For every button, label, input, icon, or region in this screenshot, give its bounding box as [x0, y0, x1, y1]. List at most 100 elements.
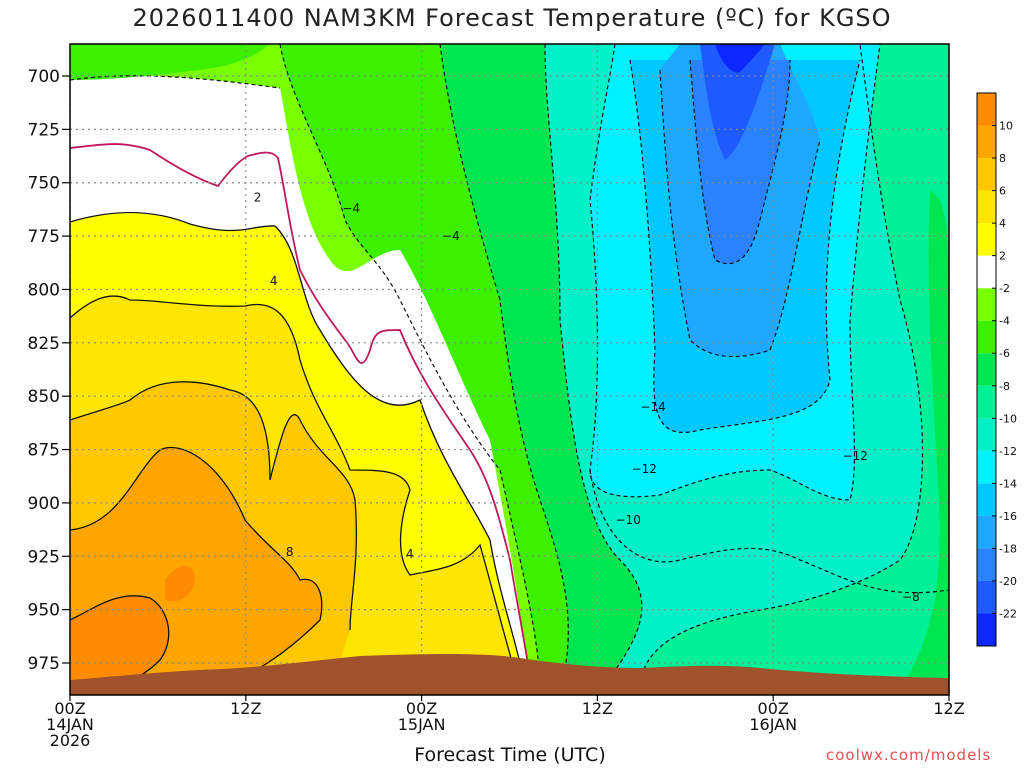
colorbar-label: -10 [999, 412, 1017, 425]
band-10 [70, 595, 169, 690]
y-tick-label: 700 [28, 67, 60, 87]
temperature-fill-layer [70, 44, 949, 695]
colorbar-swatch [977, 483, 996, 516]
x-tick-label: 15JAN [398, 715, 446, 734]
x-tick-label: 12Z [933, 699, 964, 718]
contour-minus-8 [639, 44, 924, 691]
y-tick-label: 850 [28, 387, 60, 407]
contour-minus-2b [279, 44, 541, 691]
colorbar-label: -4 [999, 315, 1010, 328]
contour-lines [70, 44, 949, 691]
contour-label: −10 [616, 513, 641, 527]
colorbar-label: 8 [999, 152, 1006, 165]
colorbar-swatch [977, 418, 996, 451]
x-tick-label: 2026 [50, 731, 91, 750]
colorbar-swatch [977, 288, 996, 321]
contour-label: 4 [270, 274, 278, 288]
contour-label: −4 [442, 229, 460, 243]
band-10-cell [165, 565, 195, 602]
freezing-contour [70, 143, 533, 691]
contour-label: 2 [254, 191, 262, 205]
watermark: coolwx.com/models [826, 746, 992, 764]
x-tick-label: 12Z [582, 699, 613, 718]
y-tick-label: 975 [28, 654, 60, 674]
colorbar-swatch [977, 320, 996, 354]
colorbar-label: -12 [999, 445, 1017, 458]
colorbar-label: 4 [999, 217, 1006, 230]
band-minus-8 [640, 44, 949, 690]
plot-frame [69, 43, 950, 696]
contour-minus-18 [689, 59, 791, 265]
y-tick-label: 800 [28, 280, 60, 300]
contour-label: 4 [406, 547, 414, 561]
y-tick-label: 950 [28, 601, 60, 621]
y-tick-label: 775 [28, 227, 60, 247]
contour-label: −4 [342, 201, 360, 215]
ground-terrain [70, 654, 949, 695]
colorbar-swatch [977, 353, 996, 386]
colorbar-label: -2 [999, 282, 1010, 295]
contour-4 [70, 295, 521, 691]
y-tick-label: 825 [28, 334, 60, 354]
x-tick-label: 16JAN [749, 715, 797, 734]
colorbar-label: -8 [999, 380, 1010, 393]
contour-minus-6 [544, 44, 643, 691]
colorbar-swatch [977, 255, 996, 289]
colorbar-label: -20 [999, 575, 1017, 588]
contour-label: −14 [640, 400, 665, 414]
colorbar-swatch [977, 580, 996, 614]
x-tick-label: 00Z [54, 699, 85, 718]
y-tick-label: 725 [28, 120, 60, 140]
contour-minus-14 [629, 59, 861, 434]
y-tick-label: 750 [28, 174, 60, 194]
contour-label: −12 [632, 462, 657, 476]
colorbar-label: 6 [999, 185, 1006, 198]
colorbar-swatch [977, 385, 996, 419]
contour-minus-4 [439, 44, 569, 691]
colorbar-label: -16 [999, 510, 1017, 523]
colorbar-label: -6 [999, 347, 1010, 360]
contour-label: −8 [902, 590, 920, 604]
colorbar-label: -14 [999, 477, 1017, 490]
y-tick-label: 875 [28, 441, 60, 461]
colorbar-swatch [977, 223, 996, 256]
colorbar-swatch [977, 125, 996, 159]
colorbar-frame [976, 92, 997, 647]
colorbar-swatch [977, 158, 996, 191]
y-tick-label: 900 [28, 494, 60, 514]
colorbar-label: 10 [999, 120, 1013, 133]
y-tick-label: 925 [28, 547, 60, 567]
colorbar-label: 2 [999, 250, 1006, 263]
x-tick-label: 14JAN [46, 715, 94, 734]
x-tick-label: 00Z [758, 699, 789, 718]
contour-8 [70, 446, 323, 691]
y-axis: 700 725 750 775 800 825 850 875 900 925 950 975 [28, 67, 70, 674]
contour-minus-10 [589, 469, 949, 594]
chart-title: 2026011400 NAM3KM Forecast Temperature (… [132, 4, 892, 32]
colorbar-swatch [977, 190, 996, 224]
contour-2 [70, 211, 526, 691]
contour-labels: 2 4 −4 −4 −14 −12 −10 −12 8 4 −8 [254, 191, 920, 604]
contour-6 [70, 381, 358, 631]
colorbar-swatch [977, 515, 996, 549]
contour-minus-12 [589, 44, 881, 501]
band-minus-20 [700, 44, 775, 160]
x-tick-label: 00Z [406, 699, 437, 718]
colorbar-swatch [977, 93, 996, 126]
contour-label: 8 [286, 545, 294, 559]
contour-label: −12 [843, 449, 868, 463]
colorbar-swatch [977, 613, 996, 646]
x-axis-label: Forecast Time (UTC) [414, 744, 606, 766]
colorbar-label: -18 [999, 542, 1017, 555]
x-tick-label: 12Z [230, 699, 261, 718]
band-minus-4-topleft [70, 44, 270, 80]
colorbar-swatch [977, 548, 996, 581]
band-minus-6-east [900, 190, 949, 690]
colorbar-label: -22 [999, 607, 1017, 620]
band-minus-22 [715, 44, 765, 73]
colorbar-swatch [977, 450, 996, 484]
contour-minus-2 [70, 75, 281, 89]
